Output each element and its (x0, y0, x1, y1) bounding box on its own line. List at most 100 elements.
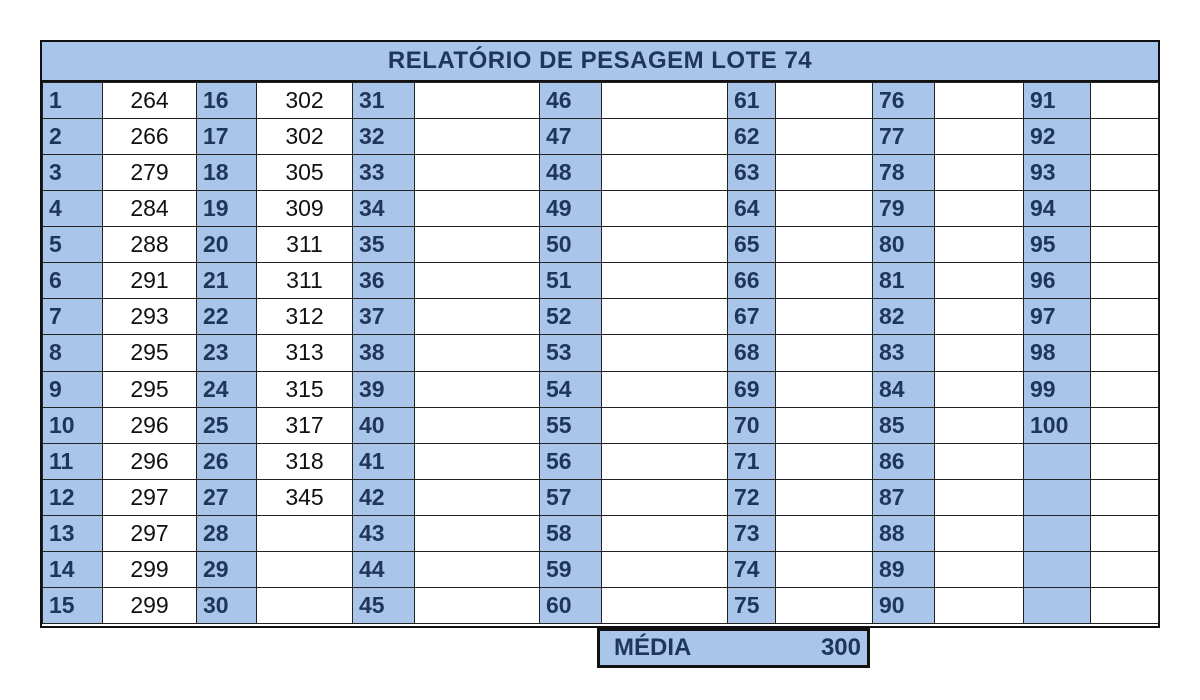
item-weight (601, 118, 728, 156)
report-title: RELATÓRIO DE PESAGEM LOTE 74 (42, 42, 1158, 82)
item-number: 21 (196, 262, 257, 300)
item-weight (1090, 154, 1159, 192)
item-number: 61 (727, 81, 776, 120)
item-weight: 297 (102, 478, 197, 516)
item-weight (934, 406, 1024, 444)
item-number: 20 (196, 226, 257, 264)
table-row: 7 293 22 312 37 52 67 82 97 (42, 298, 1159, 336)
item-weight (601, 190, 728, 228)
item-weight (414, 478, 540, 516)
item-weight (1090, 478, 1159, 516)
item-weight (775, 118, 873, 156)
item-weight: 291 (102, 262, 197, 300)
item-weight (414, 334, 540, 372)
item-weight (775, 334, 873, 372)
item-number: 58 (539, 514, 602, 552)
item-number: 11 (42, 442, 103, 480)
weighing-report: RELATÓRIO DE PESAGEM LOTE 74 1 264 16 302 31… (40, 40, 1160, 628)
item-number: 71 (727, 442, 776, 480)
item-weight (934, 334, 1024, 372)
item-weight (414, 190, 540, 228)
item-number: 82 (872, 298, 935, 336)
item-weight: 264 (102, 81, 197, 120)
item-weight (601, 442, 728, 480)
item-weight: 296 (102, 442, 197, 480)
item-weight (414, 262, 540, 300)
item-weight (775, 370, 873, 408)
item-number: 14 (42, 550, 103, 588)
item-weight: 266 (102, 118, 197, 156)
item-number: 38 (352, 334, 415, 372)
table-row: 5 288 20 311 35 50 65 80 95 (42, 226, 1159, 264)
item-number: 92 (1023, 118, 1091, 156)
item-number: 68 (727, 334, 776, 372)
item-number: 94 (1023, 190, 1091, 228)
item-number (1023, 442, 1091, 480)
item-weight (775, 514, 873, 552)
item-weight (775, 154, 873, 192)
item-weight: 311 (256, 226, 353, 264)
table-row: 6 291 21 311 36 51 66 81 96 (42, 262, 1159, 300)
item-weight (775, 478, 873, 516)
item-weight (775, 298, 873, 336)
item-number: 55 (539, 406, 602, 444)
item-weight (414, 370, 540, 408)
item-number: 25 (196, 406, 257, 444)
item-number: 43 (352, 514, 415, 552)
item-weight (601, 370, 728, 408)
item-weight (775, 586, 873, 624)
item-number: 87 (872, 478, 935, 516)
item-number: 3 (42, 154, 103, 192)
item-number: 76 (872, 81, 935, 120)
item-number: 17 (196, 118, 257, 156)
item-number: 1 (42, 81, 103, 120)
item-weight (775, 81, 873, 120)
item-number: 100 (1023, 406, 1091, 444)
item-weight (1090, 370, 1159, 408)
item-number: 2 (42, 118, 103, 156)
average-box: MÉDIA 300 (597, 628, 870, 668)
item-number: 30 (196, 586, 257, 624)
item-weight (256, 586, 353, 624)
item-weight: 295 (102, 334, 197, 372)
item-weight (1090, 514, 1159, 552)
item-weight (934, 298, 1024, 336)
item-weight (414, 118, 540, 156)
item-number: 84 (872, 370, 935, 408)
item-number: 12 (42, 478, 103, 516)
item-weight (1090, 550, 1159, 588)
item-weight (934, 81, 1024, 120)
item-number: 42 (352, 478, 415, 516)
item-number: 81 (872, 262, 935, 300)
item-number: 62 (727, 118, 776, 156)
item-number: 79 (872, 190, 935, 228)
item-number: 35 (352, 226, 415, 264)
item-weight: 318 (256, 442, 353, 480)
item-number: 52 (539, 298, 602, 336)
item-weight (775, 226, 873, 264)
item-number: 8 (42, 334, 103, 372)
item-weight (1090, 586, 1159, 624)
item-weight (1090, 442, 1159, 480)
item-number: 23 (196, 334, 257, 372)
item-number: 19 (196, 190, 257, 228)
weights-table: 1 264 16 302 31 46 61 76 91 2 266 17 302 32 47 62 77 92 3 2… (42, 81, 1159, 624)
item-weight (601, 406, 728, 444)
item-number: 15 (42, 586, 103, 624)
item-weight (601, 81, 728, 120)
item-number: 88 (872, 514, 935, 552)
item-number (1023, 550, 1091, 588)
item-weight: 297 (102, 514, 197, 552)
table-row: 10 296 25 317 40 55 70 85 100 (42, 406, 1159, 444)
item-weight (934, 514, 1024, 552)
item-number: 96 (1023, 262, 1091, 300)
item-number: 34 (352, 190, 415, 228)
item-weight: 309 (256, 190, 353, 228)
item-number (1023, 514, 1091, 552)
item-weight: 302 (256, 81, 353, 120)
item-number: 90 (872, 586, 935, 624)
item-weight (775, 406, 873, 444)
item-weight (601, 154, 728, 192)
table-row: 11 296 26 318 41 56 71 86 (42, 442, 1159, 480)
item-weight (601, 550, 728, 588)
